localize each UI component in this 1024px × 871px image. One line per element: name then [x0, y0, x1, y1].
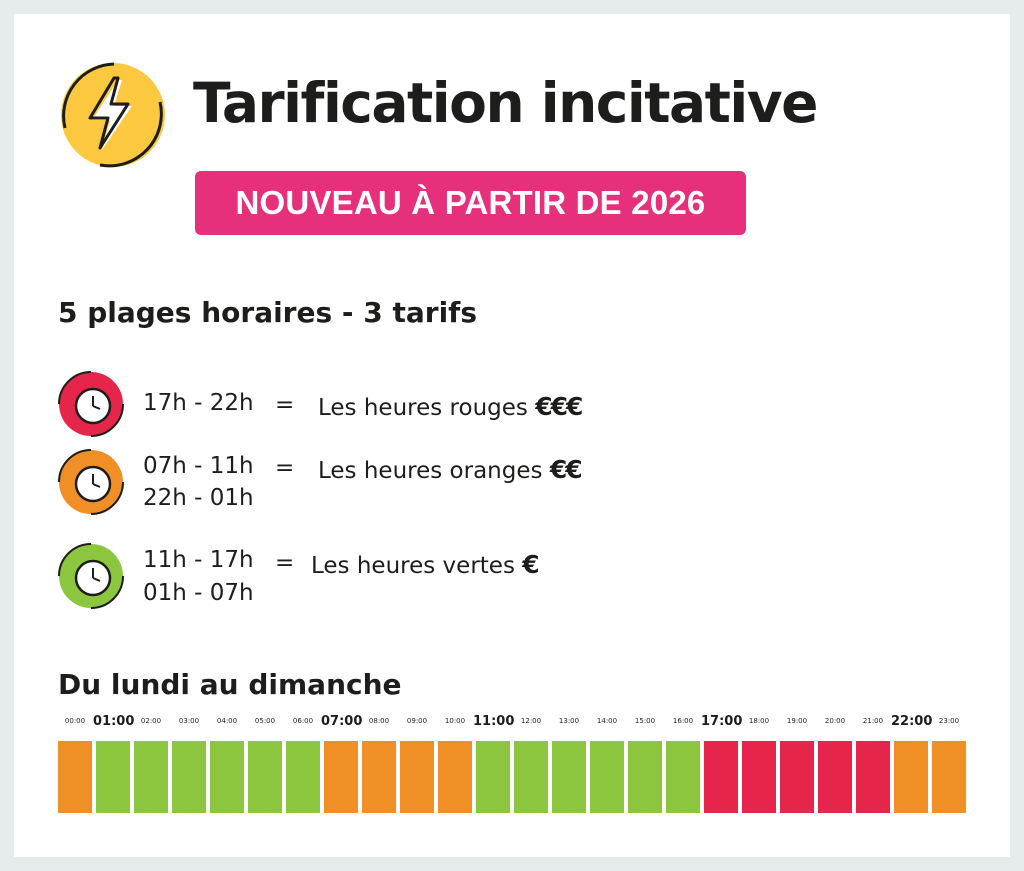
new-from-badge: NOUVEAU À PARTIR DE 2026 [195, 171, 746, 235]
hour-label: 02:00 [140, 717, 162, 725]
tier-orange-time-2: 22h - 01h [143, 485, 254, 511]
hour-slot-orange [438, 741, 472, 813]
tier-red-label: Les heures rouges €€€ [318, 392, 583, 421]
tier-green-price: € [522, 550, 539, 579]
tier-red-time-1: 17h - 22h [143, 390, 254, 416]
hour-label: 05:00 [254, 717, 276, 725]
schedule-title: Du lundi au dimanche [58, 668, 402, 701]
tier-red-equals: = [275, 392, 295, 418]
hour-slot-green [628, 741, 662, 813]
tier-orange-equals: = [275, 455, 295, 481]
hour-slot-red [704, 741, 738, 813]
hour-label: 11:00 [473, 714, 515, 729]
hour-slot-green [172, 741, 206, 813]
tier-green-time-1: 11h - 17h [143, 547, 254, 573]
hour-slot-orange [894, 741, 928, 813]
hour-slot-green [210, 741, 244, 813]
clock-icon [58, 449, 124, 515]
page-title: Tarification incitative [193, 71, 818, 135]
hour-slot-orange [58, 741, 92, 813]
tier-green-equals: = [275, 550, 295, 576]
hour-label: 12:00 [520, 717, 542, 725]
tier-orange-time-1: 07h - 11h [143, 453, 254, 479]
hour-slot-orange [324, 741, 358, 813]
tier-red-price: €€€ [535, 392, 583, 421]
hour-label: 19:00 [786, 717, 808, 725]
hour-label: 21:00 [862, 717, 884, 725]
hour-label: 16:00 [672, 717, 694, 725]
tier-green-time-2: 01h - 07h [143, 580, 254, 606]
hour-slot-green [286, 741, 320, 813]
hour-slot-red [742, 741, 776, 813]
hour-label: 15:00 [634, 717, 656, 725]
hour-slot-green [514, 741, 548, 813]
tier-orange-price: €€ [549, 455, 583, 484]
hour-slot-orange [400, 741, 434, 813]
hour-slot-green [590, 741, 624, 813]
clock-icon [58, 371, 124, 437]
hour-label: 10:00 [444, 717, 466, 725]
hour-label: 08:00 [368, 717, 390, 725]
tier-orange-label: Les heures oranges €€ [318, 455, 583, 484]
hour-slot-red [780, 741, 814, 813]
clock-icon [58, 543, 124, 609]
tier-green-label: Les heures vertes € [311, 550, 540, 579]
hour-slot-orange [932, 741, 966, 813]
hour-label: 06:00 [292, 717, 314, 725]
hour-label: 20:00 [824, 717, 846, 725]
hour-label: 13:00 [558, 717, 580, 725]
hour-slot-red [856, 741, 890, 813]
hour-label: 23:00 [938, 717, 960, 725]
hourly-timeline: 00:00 01:00 02:00 03:00 04:00 05:00 06:00 07:00… [58, 714, 966, 814]
hour-label: 01:00 [93, 714, 135, 729]
hour-label: 18:00 [748, 717, 770, 725]
hour-slot-green [552, 741, 586, 813]
lightning-bolt-icon [61, 62, 165, 168]
hour-label: 04:00 [216, 717, 238, 725]
hour-slot-green [96, 741, 130, 813]
hour-label: 03:00 [178, 717, 200, 725]
tiers-subtitle: 5 plages horaires - 3 tarifs [58, 296, 478, 329]
infographic-card [14, 14, 1010, 857]
hour-slot-orange [362, 741, 396, 813]
hour-slot-green [666, 741, 700, 813]
hour-label: 09:00 [406, 717, 428, 725]
hour-slot-green [476, 741, 510, 813]
hour-slot-green [134, 741, 168, 813]
hour-label: 07:00 [321, 714, 363, 729]
hour-slot-red [818, 741, 852, 813]
hour-label: 17:00 [701, 714, 743, 729]
hour-label: 00:00 [64, 717, 86, 725]
hour-slot-green [248, 741, 282, 813]
hour-label: 22:00 [891, 714, 933, 729]
hour-label: 14:00 [596, 717, 618, 725]
